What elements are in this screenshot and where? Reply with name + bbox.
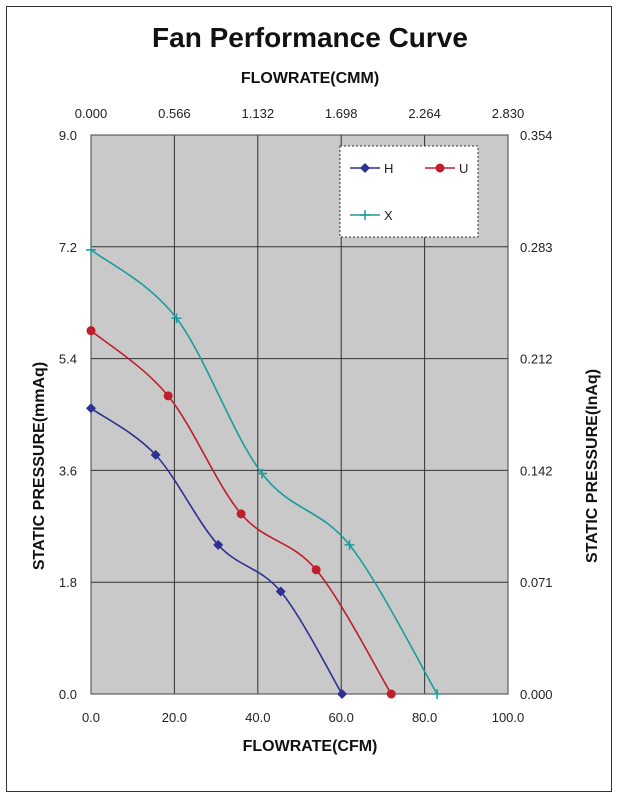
plot-border <box>90 134 509 695</box>
x-tick-label: 80.0 <box>412 710 437 725</box>
chart-title: Fan Performance Curve <box>152 22 468 53</box>
x2-tick-label: 1.132 <box>242 106 275 121</box>
y2-tick-label: 0.071 <box>520 575 553 590</box>
data-point-u <box>311 565 321 575</box>
legend-marker-x <box>360 210 370 220</box>
data-point-h <box>150 449 161 460</box>
data-point-x <box>86 244 96 255</box>
data-point-h <box>275 586 286 597</box>
y-tick-label: 9.0 <box>59 128 77 143</box>
x2-tick-label: 2.264 <box>408 106 441 121</box>
y2-tick-label: 0.283 <box>520 240 553 255</box>
x-tick-label: 100.0 <box>492 710 525 725</box>
y2-tick-label: 0.000 <box>520 687 553 702</box>
y-tick-label: 0.0 <box>59 687 77 702</box>
data-point-h <box>337 689 348 699</box>
y2-tick-label: 0.142 <box>520 463 553 478</box>
y-tick-label: 3.6 <box>59 463 77 478</box>
legend-label-u: U <box>459 161 468 176</box>
x2-tick-label: 2.830 <box>492 106 525 121</box>
legend-label-x: X <box>384 208 393 223</box>
x2-tick-label: 1.698 <box>325 106 358 121</box>
x2-tick-label: 0.566 <box>158 106 191 121</box>
x-tick-label: 60.0 <box>329 710 354 725</box>
legend-box <box>339 145 479 238</box>
top-axis-label: FLOWRATE(CMM) <box>240 70 380 87</box>
y-tick-label: 7.2 <box>59 240 77 255</box>
data-point-x <box>256 468 267 479</box>
y-tick-label: 1.8 <box>59 575 77 590</box>
y2-tick-label: 0.212 <box>520 352 553 367</box>
bottom-axis-label: FLOWRATE(CFM) <box>242 738 378 755</box>
data-point-h <box>86 403 96 414</box>
y-tick-label: 5.4 <box>59 352 77 367</box>
data-point-x <box>171 313 182 324</box>
data-point-u <box>86 326 96 336</box>
chart-frame <box>6 6 612 792</box>
data-point-x <box>432 689 443 699</box>
legend-marker-u <box>435 163 445 173</box>
legend-marker-h <box>360 163 370 173</box>
data-point-u <box>386 689 396 699</box>
x2-tick-label: 0.000 <box>75 106 108 121</box>
x-tick-label: 40.0 <box>245 710 270 725</box>
y2-tick-label: 0.354 <box>520 128 553 143</box>
data-point-u <box>163 391 173 401</box>
data-point-x <box>344 539 355 550</box>
x-tick-label: 0.0 <box>82 710 100 725</box>
x-tick-label: 20.0 <box>162 710 187 725</box>
data-point-u <box>236 509 246 519</box>
legend-label-h: H <box>384 161 393 176</box>
data-point-h <box>213 539 224 550</box>
